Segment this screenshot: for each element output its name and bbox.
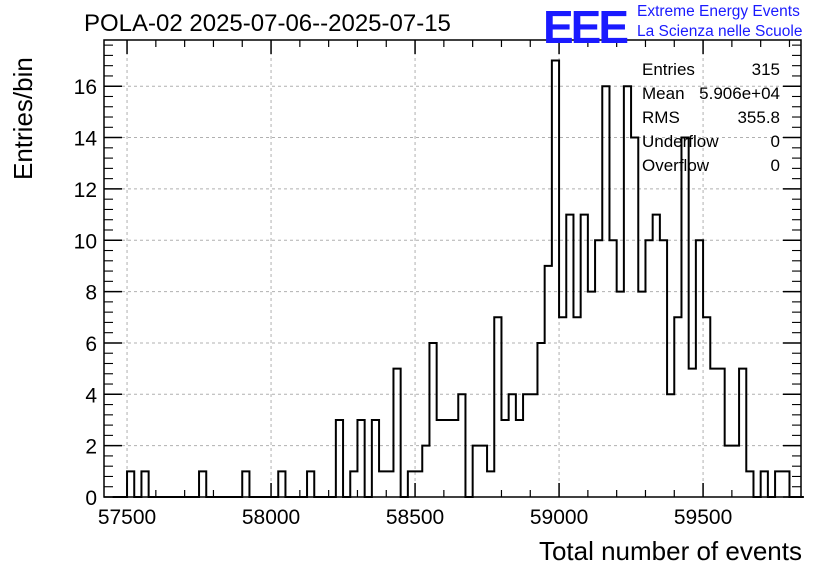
y-tick-label: 14 [74,128,98,151]
entries-value: 315 [751,60,780,79]
stats-row-underflow: Underflow 0 [642,130,780,154]
stats-row-overflow: Overflow 0 [642,154,780,178]
mean-label: Mean [642,84,685,103]
y-tick-label: 6 [85,333,97,356]
stats-box: Entries 315 Mean 5.906e+04 RMS 355.8 Und… [642,58,780,178]
y-tick-label: 4 [85,384,97,407]
plot-frame [103,39,802,498]
logo-line-2: La Scienza nelle Scuole [637,23,803,40]
y-tick-label: 2 [85,436,97,459]
y-tick-label: 12 [74,179,97,202]
underflow-value: 0 [770,132,780,151]
stats-row-mean: Mean 5.906e+04 [642,82,780,106]
x-tick-label: 57500 [98,506,156,529]
entries-label: Entries [642,60,695,79]
x-tick-label: 58000 [242,506,300,529]
eee-logo-mark: EEE [543,1,629,53]
y-tick-label: 0 [85,487,97,510]
x-tick-label: 59000 [530,506,588,529]
overflow-label: Overflow [642,156,710,175]
underflow-label: Underflow [642,132,719,151]
x-tick-label: 58500 [386,506,444,529]
y-tick-label: 8 [85,282,97,305]
rms-label: RMS [642,108,680,127]
eee-logo-text: Extreme Energy Events La Scienza nelle S… [637,2,802,42]
rms-value: 355.8 [737,108,780,127]
overflow-value: 0 [770,156,780,175]
y-axis-label: Entries/bin [8,57,38,180]
x-axis-label: Total number of events [538,536,802,566]
logo-line-1: Extreme Energy Events [637,3,800,20]
y-tick-label: 16 [74,76,97,99]
mean-value: 5.906e+04 [699,84,780,103]
stats-row-rms: RMS 355.8 [642,106,780,130]
y-tick-label: 10 [74,230,97,253]
chart-title: POLA-02 2025-07-06--2025-07-15 [84,10,451,37]
x-tick-label: 59500 [674,506,732,529]
stats-row-entries: Entries 315 [642,58,780,82]
